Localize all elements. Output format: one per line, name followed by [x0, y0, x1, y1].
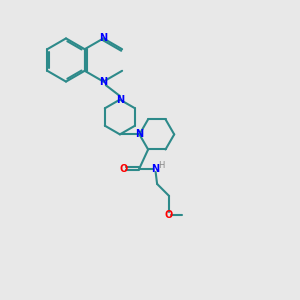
Text: N: N	[99, 76, 107, 87]
Text: N: N	[99, 33, 107, 43]
Text: N: N	[116, 94, 124, 105]
Text: H: H	[158, 161, 164, 170]
Text: O: O	[165, 210, 173, 220]
Text: N: N	[151, 164, 159, 174]
Text: N: N	[135, 129, 143, 140]
Text: O: O	[119, 164, 127, 174]
